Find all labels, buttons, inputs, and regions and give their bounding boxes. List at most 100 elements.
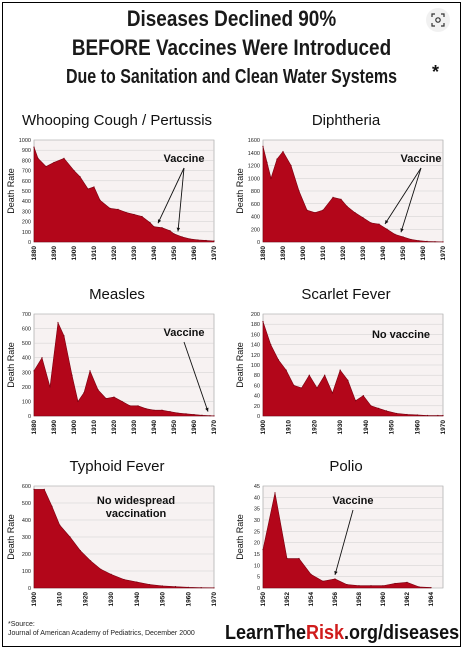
- x-tick-label: 1950: [171, 420, 178, 435]
- data-point: [145, 408, 147, 410]
- data-area: [33, 489, 215, 589]
- data-point: [79, 176, 81, 178]
- data-point: [274, 492, 276, 494]
- x-tick-label: 1940: [151, 420, 158, 435]
- y-tick-label: 200: [22, 385, 31, 391]
- data-point: [300, 387, 303, 389]
- data-point: [378, 407, 380, 409]
- y-tick-label: 700: [22, 169, 31, 175]
- data-point: [33, 146, 35, 148]
- data-point: [73, 170, 75, 172]
- chart-svg: 0 5 10 15 20 25 30 35 40 45 1950 1952 1954 1956 1958 19…: [235, 484, 444, 607]
- arrow-head: [157, 219, 162, 224]
- x-tick-label: 1970: [440, 420, 447, 435]
- annotation-arrow: [177, 167, 185, 232]
- x-tick-label: 1900: [300, 246, 307, 261]
- data-point: [290, 164, 292, 167]
- arrow-head: [400, 228, 404, 233]
- x-tick-label: 1950: [160, 592, 167, 607]
- y-tick-label: 0: [257, 414, 260, 420]
- data-point: [83, 392, 85, 394]
- x-tick-label: 1890: [51, 246, 58, 261]
- y-tick-label: 200: [251, 312, 260, 318]
- chart-panel-typhoid-fever: Typhoid Fever 0 100 200 300 400 500 600 1900 191…: [4, 458, 230, 638]
- y-tick-label: 900: [22, 148, 31, 154]
- chart-title: Typhoid Fever: [69, 458, 165, 475]
- data-point: [276, 158, 278, 160]
- x-tick-label: 1890: [280, 246, 287, 261]
- arrow-head: [385, 220, 389, 224]
- headline-line3: Due to Sanitation and Clean Water System…: [65, 66, 398, 88]
- y-tick-label: 0: [28, 240, 31, 246]
- lens-search-icon[interactable]: [426, 8, 450, 32]
- data-point: [298, 190, 300, 192]
- x-tick-label: 1964: [428, 592, 435, 607]
- data-point: [153, 409, 155, 411]
- x-tick-label: 1920: [82, 592, 89, 607]
- y-axis-label: Death Rate: [235, 514, 245, 560]
- y-tick-label: 200: [251, 227, 260, 233]
- data-point: [87, 188, 89, 190]
- x-tick-label: 1910: [286, 420, 293, 435]
- data-point: [79, 550, 81, 552]
- chart-title: Measles: [89, 286, 145, 303]
- x-tick-label: 1920: [340, 246, 347, 261]
- y-tick-label: 1200: [248, 164, 260, 170]
- y-tick-label: 60: [254, 383, 260, 389]
- x-tick-label: 1960: [380, 592, 387, 607]
- x-tick-label: 1910: [57, 592, 64, 607]
- chart-title: Scarlet Fever: [301, 286, 391, 303]
- data-point: [51, 505, 53, 507]
- annotation-arrow: [183, 341, 209, 412]
- data-point: [121, 400, 123, 403]
- y-tick-label: 700: [22, 312, 31, 318]
- y-tick-label: 500: [22, 501, 31, 507]
- headline-asterisk: *: [432, 62, 440, 82]
- data-point: [209, 415, 211, 417]
- x-tick-label: 1930: [108, 592, 115, 607]
- chart-panel-polio: Polio 0 5 10 15 20 25 30 35 40 45 1950 1952 1954 1956…: [233, 458, 459, 638]
- data-point: [187, 586, 189, 588]
- data-point: [181, 236, 183, 238]
- brand-highlight: Risk: [306, 622, 345, 644]
- y-axis-label: Death Rate: [6, 514, 16, 560]
- y-axis-label: Death Rate: [6, 168, 16, 214]
- x-tick-label: 1950: [171, 246, 178, 261]
- y-tick-label: 1600: [248, 138, 260, 144]
- data-point: [437, 414, 439, 417]
- x-tick-label: 1950: [260, 592, 267, 607]
- y-tick-label: 40: [254, 394, 260, 400]
- data-point: [169, 230, 171, 232]
- data-point: [362, 217, 364, 219]
- y-tick-label: 400: [251, 215, 260, 221]
- data-point: [262, 145, 264, 147]
- chart-svg: 0 100 200 300 400 500 600 1900 1910 1920 1930 1940 1…: [6, 484, 218, 607]
- x-tick-label: 1960: [191, 420, 198, 435]
- data-point: [100, 568, 102, 570]
- x-tick-label: 1960: [420, 246, 427, 261]
- data-point: [340, 198, 342, 200]
- data-point: [43, 488, 45, 490]
- data-point: [200, 587, 202, 589]
- x-tick-label: 1956: [332, 592, 339, 607]
- data-point: [442, 241, 444, 243]
- x-tick-label: 1880: [260, 246, 267, 261]
- brand-url[interactable]: LearnTheRisk.org/diseases: [225, 622, 459, 645]
- source-note: *Source: Journal of American Academy of …: [8, 620, 195, 638]
- x-tick-label: 1960: [185, 592, 192, 607]
- data-point: [161, 585, 164, 587]
- data-point: [406, 413, 408, 416]
- data-point: [136, 581, 138, 583]
- y-tick-label: 400: [22, 518, 31, 524]
- y-tick-label: 800: [251, 189, 260, 195]
- annotation-arrow: [384, 167, 422, 225]
- data-point: [316, 387, 318, 389]
- annotation-text: Vaccine: [401, 153, 442, 165]
- data-point: [442, 414, 444, 417]
- data-point: [117, 208, 119, 210]
- data-area: [262, 492, 432, 589]
- data-point: [266, 161, 268, 163]
- data-point: [346, 205, 348, 207]
- x-tick-label: 1970: [211, 420, 218, 435]
- y-tick-label: 20: [254, 404, 260, 410]
